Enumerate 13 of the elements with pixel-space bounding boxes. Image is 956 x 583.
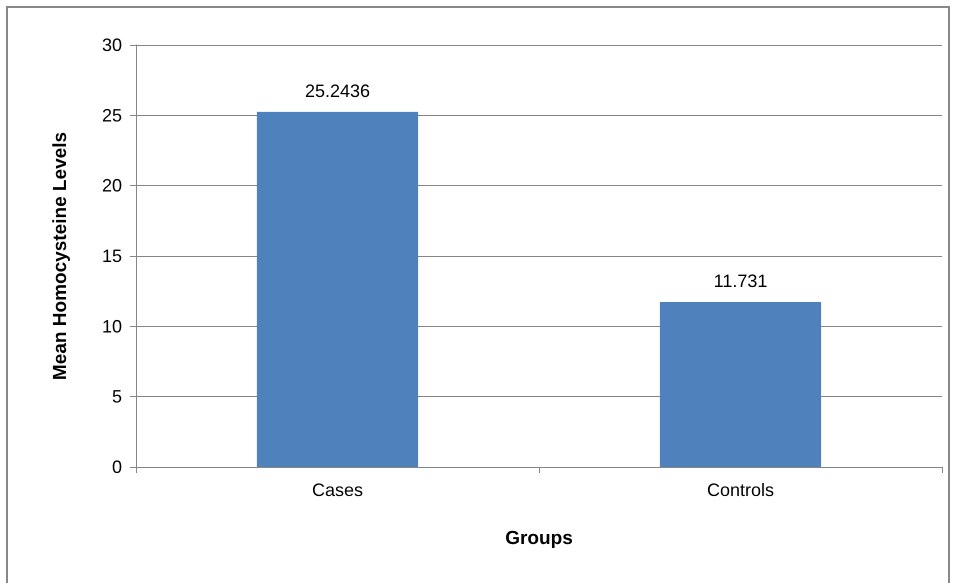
data-label: 11.731 xyxy=(714,270,768,291)
x-axis-title: Groups xyxy=(505,528,573,549)
y-tick-label: 0 xyxy=(112,457,122,477)
y-tick-label: 10 xyxy=(102,316,122,336)
y-tick-label: 5 xyxy=(112,386,122,407)
y-axis-title: Mean Homocysteine Levels xyxy=(50,132,71,380)
y-tick-label: 15 xyxy=(102,246,122,266)
x-tick-label: Controls xyxy=(706,480,774,500)
x-tick-label: Cases xyxy=(312,480,364,500)
data-label: 25.2436 xyxy=(304,80,370,101)
y-tick-label: 30 xyxy=(102,35,122,55)
y-tick-label: 25 xyxy=(102,105,122,126)
y-tick-label: 20 xyxy=(102,176,122,196)
